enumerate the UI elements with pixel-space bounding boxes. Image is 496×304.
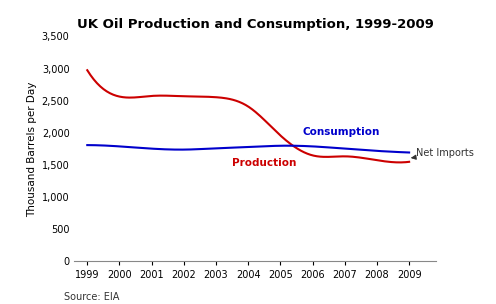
Text: Consumption: Consumption xyxy=(303,126,380,136)
Text: Source: EIA: Source: EIA xyxy=(64,292,120,302)
Y-axis label: Thousand Barrels per Day: Thousand Barrels per Day xyxy=(27,81,38,217)
Title: UK Oil Production and Consumption, 1999-2009: UK Oil Production and Consumption, 1999-… xyxy=(77,18,434,31)
Text: Net Imports: Net Imports xyxy=(412,148,474,159)
Text: Production: Production xyxy=(232,158,297,168)
